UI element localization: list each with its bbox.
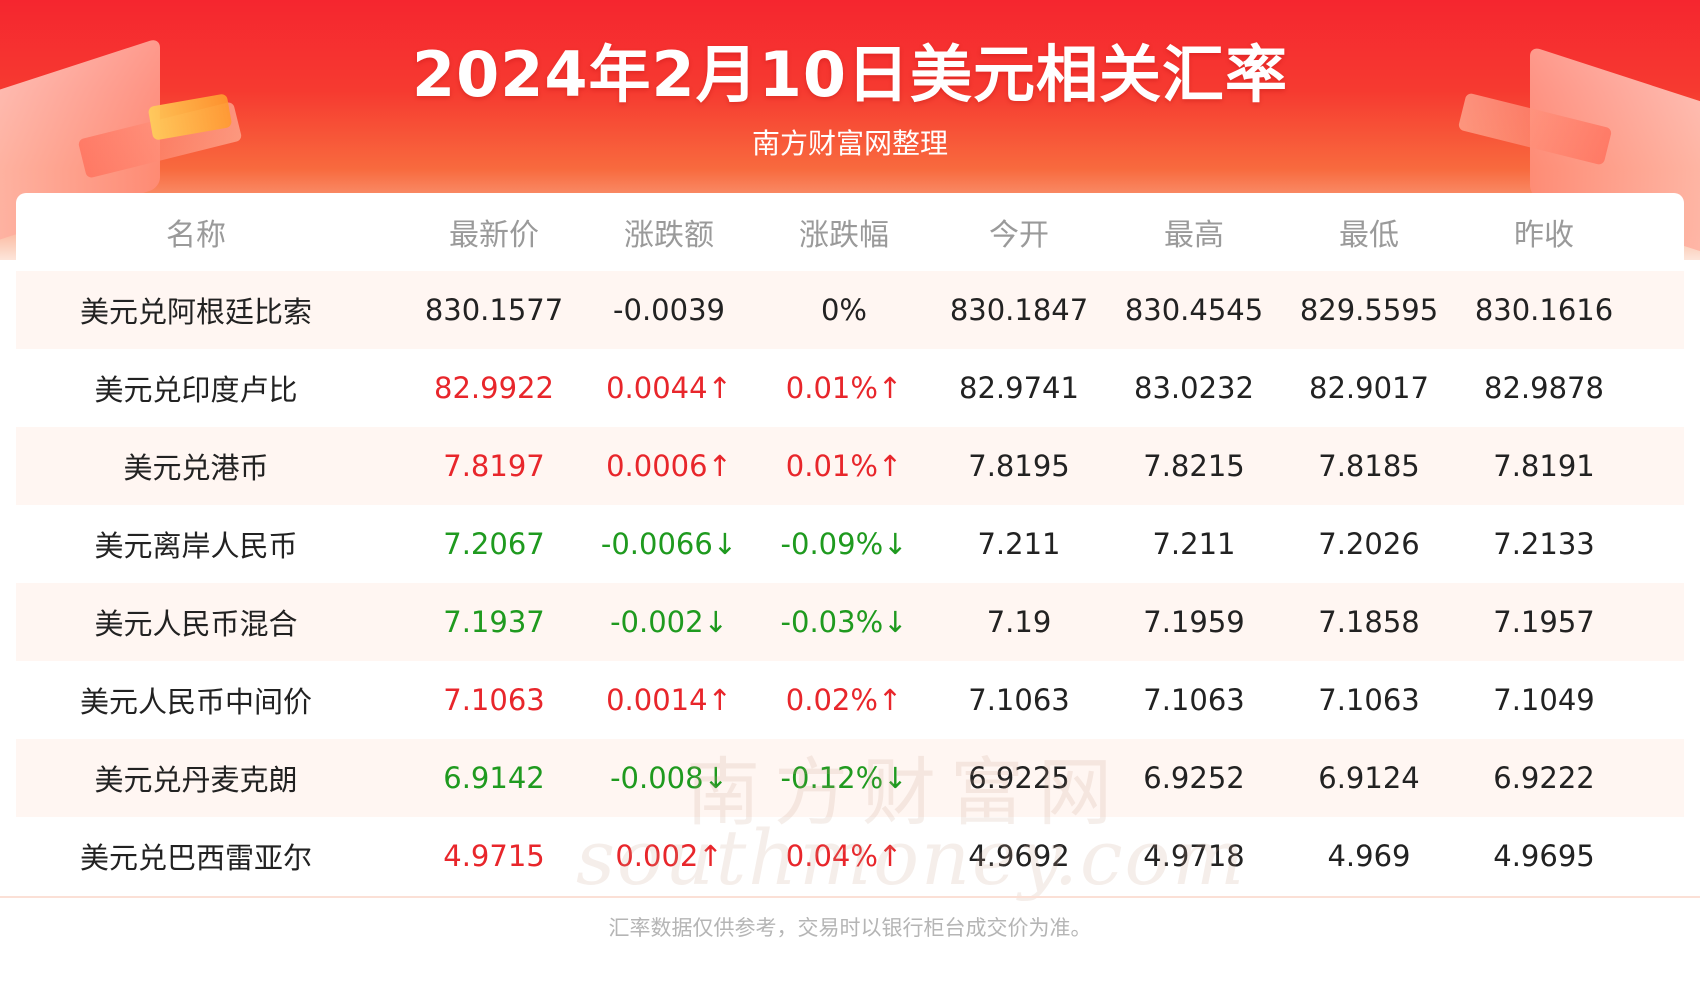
row-high: 6.9252 [1143,761,1245,795]
row-name: 美元兑巴西雷亚尔 [79,841,312,875]
row-name: 美元兑印度卢比 [94,373,298,407]
table-header: 名称 最新价 涨跌额 涨跌幅 今开 最高 最低 昨收 [16,193,1684,271]
row-pct: 0.02%↑ [785,683,903,717]
row-high: 7.1959 [1143,605,1245,639]
footer-divider [0,896,1700,898]
table-row: 美元兑港币 7.8197 0.0006↑ 0.01%↑ 7.8195 7.8215 7.81… [16,427,1684,505]
table-row: 美元兑阿根廷比索 830.1577 -0.0039 0% 830.1847 830.454… [16,271,1684,349]
column-header-name: 名称 [166,218,226,253]
row-change: 0.0014↑ [606,683,732,717]
column-header-change: 涨跌额 [624,218,714,253]
row-pct: -0.09%↓ [780,527,908,561]
row-name: 美元人民币混合 [94,607,298,641]
row-high: 7.1063 [1143,683,1245,717]
column-header-low: 最低 [1339,218,1399,253]
row-pct: -0.12%↓ [780,761,908,795]
row-prev-close: 82.9878 [1484,371,1604,405]
row-latest: 7.2067 [443,527,545,561]
row-open: 7.8195 [968,449,1070,483]
row-open: 4.9692 [968,839,1070,873]
row-high: 830.4545 [1124,293,1264,327]
row-prev-close: 7.8191 [1493,449,1595,483]
row-low: 6.9124 [1318,761,1420,795]
row-low: 7.1063 [1318,683,1420,717]
rate-table: 名称 最新价 涨跌额 涨跌幅 今开 最高 最低 昨收 美元兑阿根廷比索 830.1… [16,193,1684,902]
row-high: 7.211 [1152,527,1236,561]
row-low: 82.9017 [1309,371,1429,405]
row-prev-close: 830.1616 [1474,293,1614,327]
table-row: 美元兑印度卢比 82.9922 0.0044↑ 0.01%↑ 82.9741 83.023… [16,349,1684,427]
column-header-prev-close: 昨收 [1514,218,1574,253]
column-header-pct: 涨跌幅 [799,218,889,253]
table-row: 美元离岸人民币 7.2067 -0.0066↓ -0.09%↓ 7.211 7.211 7.… [16,505,1684,583]
page-title: 2024年2月10日美元相关汇率 [412,38,1288,111]
row-open: 7.19 [986,605,1052,639]
row-open: 830.1847 [949,293,1089,327]
row-change: 0.0006↑ [606,449,732,483]
row-latest: 82.9922 [434,371,554,405]
row-name: 美元兑丹麦克朗 [94,763,298,797]
row-latest: 7.1063 [443,683,545,717]
page-subtitle: 南方财富网整理 [751,127,948,160]
column-header-open: 今开 [989,218,1049,253]
row-open: 7.211 [977,527,1061,561]
row-open: 7.1063 [968,683,1070,717]
row-prev-close: 4.9695 [1493,839,1595,873]
row-change: -0.008↓ [610,761,728,795]
row-low: 7.8185 [1318,449,1420,483]
table-row: 美元兑丹麦克朗 6.9142 -0.008↓ -0.12%↓ 6.9225 6.9252 6… [16,739,1684,817]
row-latest: 830.1577 [424,293,564,327]
row-latest: 4.9715 [443,839,545,873]
column-header-latest: 最新价 [449,218,539,253]
row-change: -0.0066↓ [600,527,738,561]
footer-note: 汇率数据仅供参考，交易时以银行柜台成交价为准。 [608,916,1092,940]
row-low: 7.2026 [1318,527,1420,561]
row-pct: 0% [820,293,867,327]
row-pct: 0.04%↑ [785,839,903,873]
table-row: 美元兑巴西雷亚尔 4.9715 0.002↑ 0.04%↑ 4.9692 4.9718 4.… [16,817,1684,895]
row-latest: 7.1937 [443,605,545,639]
row-name: 美元兑阿根廷比索 [79,295,312,329]
row-latest: 7.8197 [443,449,545,483]
row-change: -0.0039 [613,293,725,327]
row-prev-close: 7.2133 [1493,527,1595,561]
row-name: 美元兑港币 [123,451,269,485]
row-low: 7.1858 [1318,605,1420,639]
row-high: 4.9718 [1143,839,1245,873]
row-pct: 0.01%↑ [785,449,903,483]
row-open: 6.9225 [968,761,1070,795]
row-low: 829.5595 [1299,293,1439,327]
row-change: 0.002↑ [615,839,723,873]
row-open: 82.9741 [959,371,1079,405]
row-high: 7.8215 [1143,449,1245,483]
column-header-high: 最高 [1164,218,1224,253]
row-change: -0.002↓ [610,605,728,639]
table-row: 美元人民币中间价 7.1063 0.0014↑ 0.02%↑ 7.1063 7.1063 7… [16,661,1684,739]
row-change: 0.0044↑ [606,371,732,405]
row-name: 美元人民币中间价 [79,685,312,719]
row-pct: 0.01%↑ [785,371,903,405]
row-prev-close: 7.1049 [1493,683,1595,717]
table-row: 美元人民币混合 7.1937 -0.002↓ -0.03%↓ 7.19 7.1959 7.1… [16,583,1684,661]
row-latest: 6.9142 [443,761,545,795]
row-name: 美元离岸人民币 [94,529,298,563]
row-prev-close: 7.1957 [1493,605,1595,639]
row-prev-close: 6.9222 [1493,761,1595,795]
row-low: 4.969 [1327,839,1411,873]
row-pct: -0.03%↓ [780,605,908,639]
row-high: 83.0232 [1134,371,1254,405]
